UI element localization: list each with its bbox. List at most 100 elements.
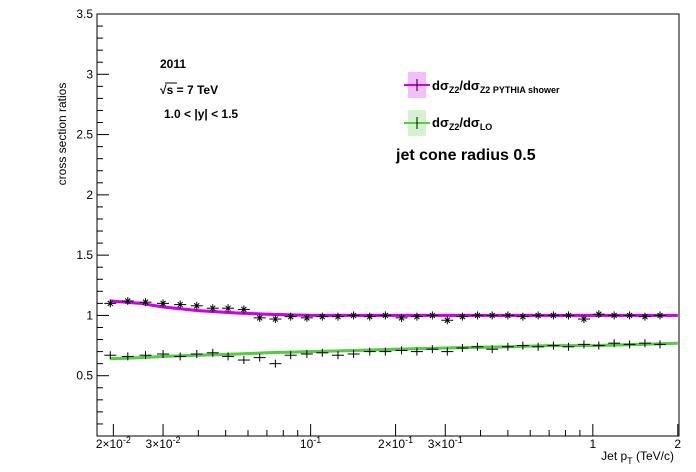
data-point: [654, 311, 667, 320]
data-point: [363, 347, 376, 356]
points: [104, 296, 667, 368]
data-point: [441, 316, 454, 325]
data-point: [516, 312, 529, 321]
data-point: [157, 299, 170, 308]
legend-pythia-sub1: Z2: [449, 85, 460, 95]
data-point: [269, 315, 282, 324]
data-point: [501, 311, 514, 320]
data-point: [157, 350, 170, 359]
point-star-b: [142, 299, 149, 306]
data-point: [331, 351, 344, 360]
data-point: [532, 311, 545, 320]
data-point: [395, 313, 408, 322]
data-point: [284, 351, 297, 360]
data-point: [426, 345, 439, 354]
point-star-b: [414, 313, 420, 320]
data-point: [300, 350, 313, 359]
y-axis-title: cross section ratios: [55, 83, 69, 186]
x-axis-title: Jet pT (TeV/c): [601, 449, 674, 466]
data-point: [501, 342, 514, 351]
point-star-b: [177, 301, 184, 308]
annotation-year: 2011: [160, 57, 186, 71]
data-point: [547, 341, 560, 350]
data-point: [284, 312, 297, 321]
data-point: [441, 347, 454, 356]
point-star-b: [657, 312, 663, 319]
data-point: [104, 351, 117, 360]
data-point: [253, 313, 266, 322]
y-tick-label: 0.5: [76, 369, 93, 383]
x-tick-label: 1: [589, 437, 596, 451]
data-point: [121, 352, 134, 361]
x-tick-label-exp: -1: [455, 435, 463, 445]
x-tick-label-base: 2×10: [96, 437, 123, 451]
x-tick-label: 2: [674, 437, 681, 451]
data-point: [222, 304, 235, 313]
data-point: [139, 298, 152, 307]
y-tick-label: 1: [86, 308, 93, 322]
y-axis: 0.5 1 1.5 2 2.5 3 3.5: [76, 7, 109, 437]
data-point: [410, 312, 423, 321]
legend-pythia-main: dσ: [432, 78, 449, 93]
data-point: [206, 348, 219, 357]
point-star-b: [209, 305, 216, 312]
annotation-energy-rest: = 7 TeV: [173, 83, 218, 97]
data-point: [139, 351, 152, 360]
x-tick-label: 3×10-1: [428, 435, 463, 451]
point-star-b: [304, 314, 310, 321]
data-point: [471, 342, 484, 351]
data-point: [237, 356, 250, 365]
data-point: [253, 353, 266, 362]
legend-pythia-mid: /dσ: [459, 78, 480, 93]
point-star-b: [550, 312, 557, 319]
point-star-b: [160, 300, 166, 307]
point-star-b: [335, 313, 341, 320]
data-point: [222, 352, 235, 361]
data-point: [426, 311, 439, 320]
data-point: [410, 347, 423, 356]
point-star-b: [642, 313, 648, 320]
point-star-b: [256, 314, 263, 321]
annotation-cone-radius: jet cone radius 0.5: [395, 147, 536, 164]
point-star-b: [626, 312, 633, 319]
data-point: [486, 311, 499, 320]
data-point: [562, 311, 575, 320]
x-axis-title-unit: (TeV/c): [633, 449, 674, 463]
data-point: [190, 301, 203, 310]
x-tick-label-base: 3×10: [428, 437, 455, 451]
x-tick-label: 3×10-2: [146, 435, 181, 451]
data-point: [456, 343, 469, 352]
point-star-b: [272, 316, 279, 322]
data-point: [104, 299, 117, 308]
point-star-b: [489, 312, 496, 319]
point-star-b: [319, 313, 326, 320]
legend-label-pythia: dσZ2/dσZ2 PYTHIA shower: [432, 78, 560, 95]
data-point: [379, 311, 392, 320]
data-point: [206, 304, 219, 313]
legend-entry-lo: dσZ2/dσLO: [404, 110, 492, 136]
x-tick-label-exp: -2: [123, 435, 131, 445]
legend-entry-pythia: dσZ2/dσZ2 PYTHIA shower: [404, 72, 560, 98]
x-tick-label-exp: -2: [173, 435, 181, 445]
data-point: [592, 310, 605, 319]
point-star-b: [505, 312, 511, 319]
point-star-b: [398, 314, 405, 321]
point-star-b: [535, 312, 541, 319]
data-point: [395, 346, 408, 355]
data-point: [471, 311, 484, 320]
data-point: [174, 300, 187, 309]
data-point: [347, 350, 360, 359]
legend-lo-mid: /dσ: [459, 115, 480, 130]
x-tick-label-base: 1: [589, 437, 596, 451]
point-star-b: [382, 312, 389, 319]
annotation-energy: √s = 7 TeV: [160, 83, 218, 97]
y-tick-label: 2.5: [76, 128, 93, 142]
point-star-b: [565, 312, 572, 319]
annotation-rapidity: 1.0 < |y| < 1.5: [164, 107, 238, 121]
x-tick-label-base: 2: [674, 437, 681, 451]
data-point: [331, 312, 344, 321]
data-point: [300, 313, 313, 322]
band-line-series-0: [110, 299, 678, 317]
data-point: [316, 348, 329, 357]
